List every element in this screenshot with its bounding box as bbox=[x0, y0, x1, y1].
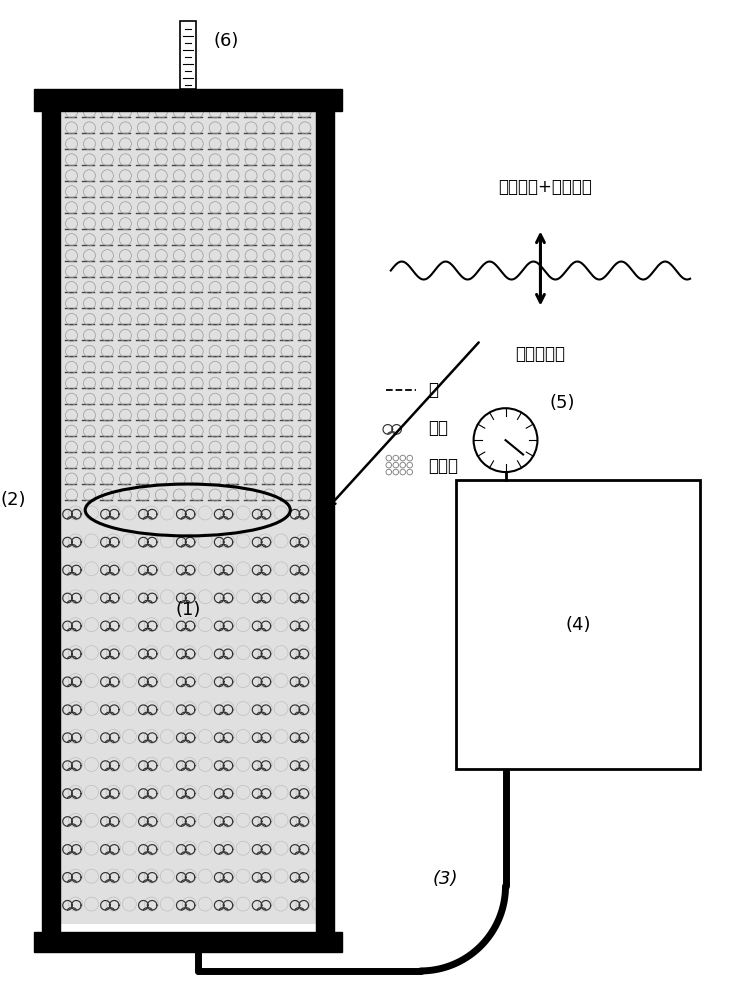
Text: 沃细管力+静水压力: 沃细管力+静水压力 bbox=[498, 178, 592, 196]
Text: (3): (3) bbox=[433, 870, 459, 888]
Bar bbox=[34, 89, 342, 111]
Text: (2): (2) bbox=[1, 491, 26, 509]
Bar bbox=[60, 510, 316, 924]
Text: 石英砂: 石英砂 bbox=[428, 457, 458, 475]
Text: (5): (5) bbox=[550, 394, 575, 412]
Bar bbox=[41, 96, 60, 939]
Text: (1): (1) bbox=[175, 601, 200, 619]
Bar bbox=[60, 111, 316, 510]
Bar bbox=[34, 932, 342, 952]
Text: 气体: 气体 bbox=[428, 419, 447, 437]
Text: (6): (6) bbox=[213, 32, 239, 50]
Text: (4): (4) bbox=[565, 616, 590, 634]
Text: 水: 水 bbox=[428, 381, 438, 399]
Bar bbox=[180, 21, 196, 89]
Text: 气体膨胀力: 气体膨胀力 bbox=[515, 345, 565, 363]
Bar bbox=[456, 480, 700, 769]
Bar bbox=[316, 96, 334, 939]
